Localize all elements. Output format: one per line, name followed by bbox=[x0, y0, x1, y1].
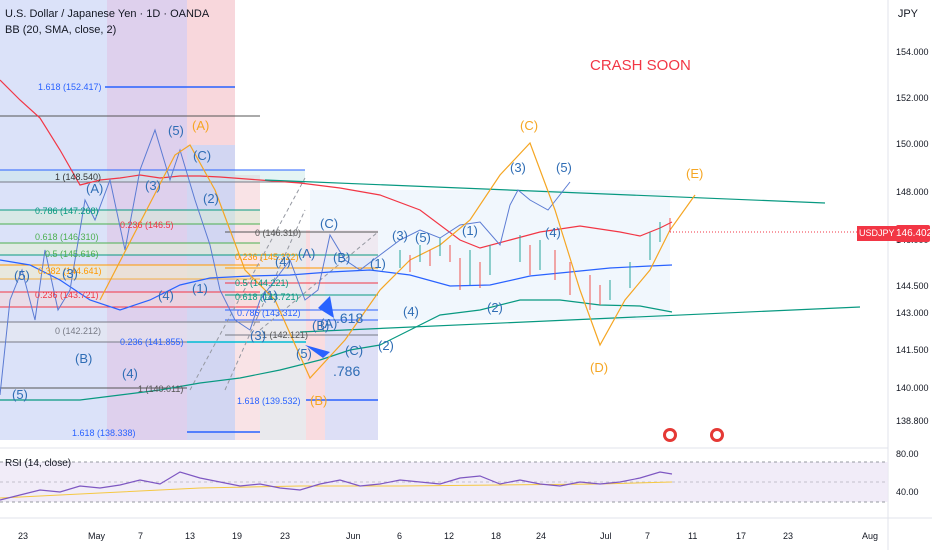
time-tick: 11 bbox=[688, 531, 697, 541]
wave-label: (1) bbox=[262, 288, 278, 303]
wave-label: (B) bbox=[333, 250, 350, 265]
fib-label: 0 (142.212) bbox=[55, 326, 101, 336]
time-tick: 6 bbox=[397, 531, 402, 541]
wave-label: (3) bbox=[392, 228, 408, 243]
time-tick: 7 bbox=[645, 531, 650, 541]
fib-small-label: .618 bbox=[336, 310, 363, 326]
price-tick: 143.000 bbox=[896, 308, 929, 318]
fib-label: 0.382 (144.641) bbox=[38, 266, 102, 276]
fib-label: 1.618 (138.338) bbox=[72, 428, 136, 438]
crash-annotation: CRASH SOON bbox=[590, 57, 691, 74]
wave-label: (B) bbox=[75, 351, 92, 366]
rsi-tick: 80.00 bbox=[896, 449, 919, 459]
wave-label: (3) bbox=[145, 178, 161, 193]
symbol-title[interactable]: U.S. Dollar / Japanese Yen · 1D · OANDA bbox=[5, 8, 210, 20]
time-tick: 19 bbox=[232, 531, 242, 541]
price-tick: 144.500 bbox=[896, 281, 929, 291]
fib-label: 0.236 (146.5) bbox=[120, 220, 174, 230]
wave-label: (2) bbox=[378, 338, 394, 353]
wave-label: (3) bbox=[250, 328, 266, 343]
fib-label: 0.5 (145.616) bbox=[45, 249, 99, 259]
price-tick: 140.000 bbox=[896, 383, 929, 393]
wave-label: (5) bbox=[12, 387, 28, 402]
fib-label: 0.786 (143.312) bbox=[237, 308, 301, 318]
time-tick: 17 bbox=[736, 531, 746, 541]
fib-label: 0.618 (146.310) bbox=[35, 232, 99, 242]
fib-label: 1 (140.011) bbox=[138, 384, 183, 394]
wave-label: (4) bbox=[122, 366, 138, 381]
wave-label-orange: (D) bbox=[590, 360, 608, 375]
fib-label: 0.618 (143.721) bbox=[235, 292, 299, 302]
wave-label: (3) bbox=[510, 160, 526, 175]
time-tick: 13 bbox=[185, 531, 195, 541]
price-tick: 148.000 bbox=[896, 187, 929, 197]
price-tick: 154.000 bbox=[896, 47, 929, 57]
time-tick: 23 bbox=[280, 531, 290, 541]
fib-label: 0.236 (141.855) bbox=[120, 337, 184, 347]
wave-label: (1) bbox=[462, 223, 478, 238]
indicator-title[interactable]: BB (20, SMA, close, 2) bbox=[5, 24, 117, 36]
wave-label: (A) bbox=[86, 181, 103, 196]
currency-label[interactable]: JPY bbox=[897, 8, 918, 20]
last-price-tag: 146.402 bbox=[896, 225, 932, 242]
fib-label: 1.618 (139.532) bbox=[237, 396, 301, 406]
wave-label: (4) bbox=[403, 304, 419, 319]
wave-label: (5) bbox=[296, 346, 312, 361]
wave-label: (1) bbox=[192, 281, 208, 296]
wave-label: (5) bbox=[415, 230, 431, 245]
fib-label: 0.236 (145.322) bbox=[235, 252, 299, 262]
wave-label: (4) bbox=[275, 254, 291, 269]
price-tick: 150.000 bbox=[896, 139, 929, 149]
wave-label-orange: (E) bbox=[686, 166, 703, 181]
fib-label: 1.618 (152.417) bbox=[38, 82, 102, 92]
time-tick: 23 bbox=[783, 531, 793, 541]
time-tick: Jul bbox=[600, 531, 612, 541]
wave-label: (4) bbox=[545, 225, 561, 240]
price-tick: 138.800 bbox=[896, 416, 929, 426]
fib-label: 1 (148.540) bbox=[55, 172, 101, 182]
wave-label: (C) bbox=[320, 216, 338, 231]
wave-label: (A) bbox=[320, 316, 337, 331]
wave-label-orange: (B) bbox=[310, 393, 327, 408]
wave-label: (1) bbox=[370, 256, 386, 271]
wave-label: (4) bbox=[158, 288, 174, 303]
wave-label: (B) bbox=[312, 318, 329, 333]
price-tick: 141.500 bbox=[896, 345, 929, 355]
fib-label: 1 (142.121) bbox=[262, 330, 308, 340]
time-tick: 18 bbox=[491, 531, 501, 541]
wave-label: (C) bbox=[345, 343, 363, 358]
rsi-tick: 40.00 bbox=[896, 487, 919, 497]
wave-label: (3) bbox=[62, 266, 78, 281]
rsi-title[interactable]: RSI (14, close) bbox=[5, 458, 72, 469]
time-tick: 23 bbox=[18, 531, 28, 541]
fib-label: 0.5 (144.221) bbox=[235, 278, 289, 288]
symbol-badge: USDJPY bbox=[857, 226, 897, 241]
time-tick: Aug bbox=[862, 531, 878, 541]
time-tick: May bbox=[88, 531, 106, 541]
time-tick: Jun bbox=[346, 531, 361, 541]
time-tick: 12 bbox=[444, 531, 454, 541]
fib-label: 0.236 (143.721) bbox=[35, 290, 99, 300]
wave-label-orange: (A) bbox=[192, 118, 209, 133]
wave-label: (2) bbox=[203, 191, 219, 206]
time-tick: 24 bbox=[536, 531, 546, 541]
wave-label: (2) bbox=[487, 300, 503, 315]
wave-label: (5) bbox=[14, 268, 30, 283]
chart-legend[interactable]: U.S. Dollar / Japanese Yen · 1D · OANDA … bbox=[5, 6, 209, 38]
wave-label: (C) bbox=[193, 148, 211, 163]
wave-label: (A) bbox=[298, 246, 315, 261]
fib-label: 0.786 (147.268) bbox=[35, 206, 99, 216]
time-tick: 7 bbox=[138, 531, 143, 541]
wave-label-orange: (C) bbox=[520, 118, 538, 133]
wave-label: (5) bbox=[168, 123, 184, 138]
fib-small-label: .786 bbox=[333, 363, 360, 379]
price-tick: 152.000 bbox=[896, 93, 929, 103]
wave-label: (5) bbox=[556, 160, 572, 175]
fib-label: 0 (146.310) bbox=[255, 228, 301, 238]
